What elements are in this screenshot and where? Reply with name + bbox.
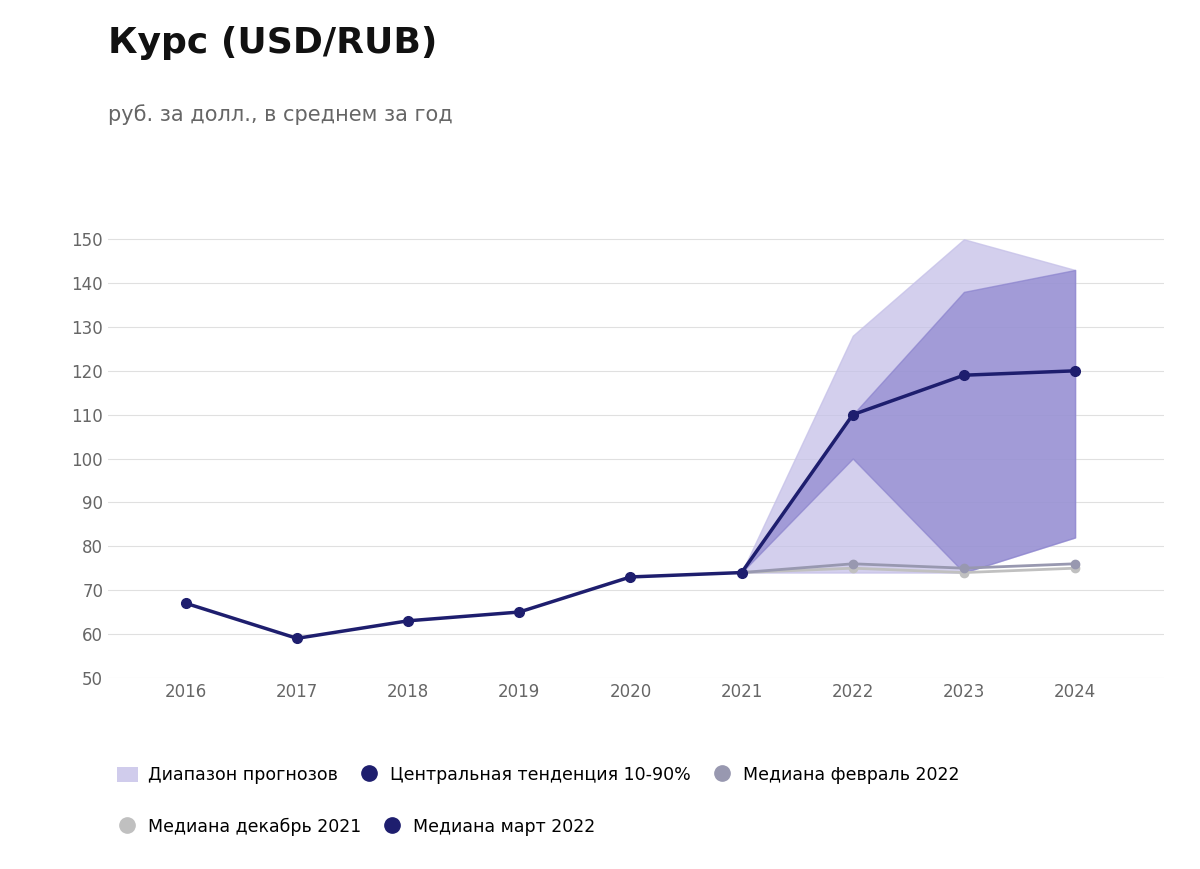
Legend: Медиана декабрь 2021, Медиана март 2022: Медиана декабрь 2021, Медиана март 2022 bbox=[116, 818, 595, 836]
Text: Курс (USD/RUB): Курс (USD/RUB) bbox=[108, 26, 437, 60]
Text: руб. за долл., в среднем за год: руб. за долл., в среднем за год bbox=[108, 104, 452, 125]
